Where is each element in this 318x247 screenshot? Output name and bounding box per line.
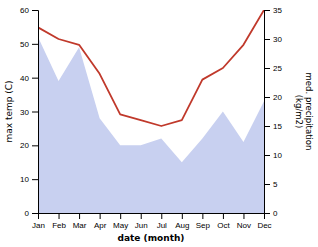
tick-label: Nov bbox=[237, 221, 251, 230]
tick-label: 20 bbox=[20, 141, 29, 150]
tick: Sep bbox=[196, 213, 211, 230]
tick-label: 25 bbox=[273, 64, 282, 73]
tick: 20 bbox=[20, 141, 38, 150]
tick: Jan bbox=[32, 213, 45, 230]
tick-label: 30 bbox=[273, 35, 282, 44]
tick: 10 bbox=[20, 175, 38, 184]
y-axis-title: max temp (C) bbox=[4, 80, 14, 142]
tick-label: 0 bbox=[25, 209, 30, 218]
tick-mark bbox=[223, 213, 224, 219]
tick: 20 bbox=[264, 93, 282, 102]
tick-label: Feb bbox=[52, 221, 66, 230]
tick: 50 bbox=[20, 40, 38, 49]
x-axis-title: date (month) bbox=[118, 233, 185, 243]
tick-mark bbox=[264, 10, 270, 11]
axis-line bbox=[39, 214, 265, 220]
plot: JanFebMarAprMayJunJulAugSepOctNovDec0102… bbox=[20, 6, 282, 230]
tick-label: Dec bbox=[257, 221, 271, 230]
y2-axis-title: med. precipitation(kg/m2) bbox=[294, 73, 314, 151]
marks bbox=[38, 10, 264, 213]
axis-line bbox=[265, 11, 271, 214]
tick-label: Apr bbox=[94, 221, 107, 230]
line bbox=[38, 10, 264, 126]
tick: Feb bbox=[52, 213, 66, 230]
tick-label: Jun bbox=[135, 221, 148, 230]
tick: Aug bbox=[175, 213, 189, 230]
tick-mark bbox=[264, 126, 270, 127]
tick-mark bbox=[32, 213, 38, 214]
tick-mark bbox=[202, 213, 203, 219]
y-axis: 0 10 20 30 40 50 60 bbox=[20, 6, 38, 218]
tick-mark bbox=[32, 10, 38, 11]
tick: May bbox=[113, 213, 128, 230]
tick-mark bbox=[141, 213, 142, 219]
tick-mark bbox=[100, 213, 101, 219]
tick-label: Jan bbox=[32, 221, 45, 230]
tick-mark bbox=[32, 145, 38, 146]
tick: 35 bbox=[264, 6, 282, 15]
tick-mark bbox=[264, 97, 270, 98]
tick: 0 bbox=[25, 209, 38, 218]
tick-mark bbox=[264, 213, 270, 214]
tick: 5 bbox=[264, 180, 278, 189]
tick-label: 50 bbox=[20, 40, 29, 49]
tick: 0 bbox=[264, 209, 278, 218]
tick: 40 bbox=[20, 74, 38, 83]
tick-label: May bbox=[113, 221, 128, 230]
tick: 30 bbox=[264, 35, 282, 44]
tick: Apr bbox=[94, 213, 107, 230]
tick-label: 0 bbox=[273, 209, 278, 218]
tick: Jun bbox=[135, 213, 148, 230]
chart-container: JanFebMarAprMayJunJulAugSepOctNovDec0102… bbox=[0, 0, 318, 247]
tick-label: Jul bbox=[157, 221, 167, 230]
x-axis: Jan Feb Mar Apr May Jun Jul Aug Sep Oct Nov Dec bbox=[32, 213, 272, 230]
tick-mark bbox=[32, 179, 38, 180]
tick: Oct bbox=[217, 213, 230, 230]
tick-label: 30 bbox=[20, 108, 29, 117]
tick-label: Mar bbox=[73, 221, 87, 230]
tick-label: Oct bbox=[217, 221, 230, 230]
tick-label: 10 bbox=[20, 175, 29, 184]
tick: 15 bbox=[264, 122, 282, 131]
tick: 60 bbox=[20, 6, 38, 15]
chart: JanFebMarAprMayJunJulAugSepOctNovDec0102… bbox=[0, 0, 318, 247]
tick: 10 bbox=[264, 151, 282, 160]
tick-label: 10 bbox=[273, 151, 282, 160]
tick-mark bbox=[264, 39, 270, 40]
tick-label: 15 bbox=[273, 122, 282, 131]
tick-label: Sep bbox=[196, 221, 211, 230]
tick-mark bbox=[264, 68, 270, 69]
tick-mark bbox=[59, 213, 60, 219]
tick-mark bbox=[182, 213, 183, 219]
tick-label: 20 bbox=[273, 93, 282, 102]
tick-mark bbox=[264, 155, 270, 156]
tick: 30 bbox=[20, 108, 38, 117]
tick-mark bbox=[264, 184, 270, 185]
tick: 25 bbox=[264, 64, 282, 73]
tick-mark bbox=[32, 78, 38, 79]
tick: Nov bbox=[237, 213, 251, 230]
y2-axis: 0 5 10 15 20 25 30 35 bbox=[264, 6, 282, 218]
tick-mark bbox=[120, 213, 121, 219]
axis-line bbox=[32, 11, 39, 214]
area bbox=[38, 37, 264, 213]
tick: Jul bbox=[157, 213, 167, 230]
tick-mark bbox=[32, 44, 38, 45]
tick-mark bbox=[243, 213, 244, 219]
tick-label: 40 bbox=[20, 74, 29, 83]
tick-label: 5 bbox=[273, 180, 278, 189]
tick-label: 35 bbox=[273, 6, 282, 15]
tick-mark bbox=[161, 213, 162, 219]
tick-mark bbox=[79, 213, 80, 219]
tick: Mar bbox=[73, 213, 87, 230]
tick-mark bbox=[32, 112, 38, 113]
tick-label: 60 bbox=[20, 6, 29, 15]
tick: Dec bbox=[257, 213, 271, 230]
tick-label: Aug bbox=[175, 221, 189, 230]
